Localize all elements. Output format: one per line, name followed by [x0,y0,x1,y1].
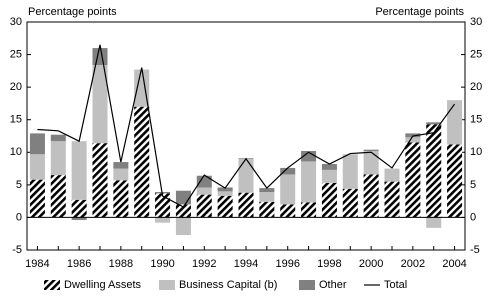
bar [363,150,379,175]
bar [280,174,296,205]
bar [301,161,317,203]
bar [134,69,150,107]
bar [155,217,171,223]
bar [29,133,45,155]
bar [321,164,337,170]
bar [175,190,191,205]
bar [113,168,129,181]
bar [363,149,379,151]
total-line [37,44,456,208]
y2-tick-label: 15 [470,114,482,126]
bar [196,194,212,218]
bar [92,143,108,218]
bar [301,202,317,218]
bar [426,122,442,125]
y-tick-label: 25 [10,48,22,60]
x-tick-label: 1984 [25,258,49,270]
legend-swatch [299,280,315,290]
y2-tick-label: 5 [470,179,476,191]
bar [321,169,337,183]
y2-tick-label: 25 [470,48,482,60]
bar [71,199,87,218]
bar [29,179,45,218]
bar [259,192,275,202]
bar [321,182,337,218]
bar [363,174,379,218]
bar [405,133,421,138]
bar [217,191,233,196]
x-tick-label: 2002 [401,258,425,270]
legend-label: Business Capital (b) [179,279,277,291]
bar [384,168,400,182]
y2-tick-label: 30 [470,16,482,28]
y-tick-label: 0 [16,211,22,223]
x-tick-label: 1992 [192,258,216,270]
legend-label: Dwelling Assets [64,279,142,291]
bar [405,137,421,143]
bar [447,100,463,145]
y-tick-label: -5 [12,244,22,256]
y2-tick-label: 20 [470,81,482,93]
bar [50,141,66,176]
legend-label: Total [384,279,407,291]
x-tick-label: 2000 [359,258,383,270]
bar [280,204,296,218]
y-axis-label: Percentage points [28,6,117,18]
x-tick-label: 1986 [67,258,91,270]
bar [29,154,45,180]
bar [113,162,129,169]
bar [384,181,400,218]
x-tick-label: 1988 [109,258,133,270]
y-tick-label: 30 [10,16,22,28]
y-tick-label: 5 [16,179,22,191]
y2-tick-label: 0 [470,211,476,223]
y-tick-label: 20 [10,81,22,93]
x-tick-label: 1994 [234,258,258,270]
x-tick-label: 1998 [317,258,341,270]
bar [217,187,233,192]
bar [50,134,66,142]
bar [301,150,317,162]
bar [196,175,212,188]
bar [175,204,191,218]
y-tick-label: 10 [10,146,22,158]
bar [238,192,254,218]
bar [280,167,296,175]
x-tick-label: 1996 [275,258,299,270]
legend-swatch [44,280,60,290]
bar [113,180,129,218]
bar [259,201,275,218]
bar [155,193,171,218]
bar [426,217,442,228]
y2-tick-label: 10 [470,146,482,158]
legend-swatch [159,280,175,290]
bar [238,158,254,193]
y-tick-label: 15 [10,114,22,126]
y2-tick-label: -5 [470,244,480,256]
x-tick-label: 1990 [150,258,174,270]
bar [196,187,212,195]
bar [134,106,150,218]
x-tick-label: 2004 [442,258,466,270]
bar [92,64,108,144]
bar [342,154,358,189]
bar [426,124,442,218]
bar [259,188,275,193]
legend-label: Other [319,279,347,291]
bar [342,188,358,218]
y2-axis-label: Percentage points [375,6,464,18]
bar [92,48,108,65]
bar [71,217,87,221]
bar [217,195,233,218]
bar [405,142,421,218]
bar [71,141,87,200]
bar [175,217,191,236]
bar [447,144,463,218]
bar [50,175,66,218]
